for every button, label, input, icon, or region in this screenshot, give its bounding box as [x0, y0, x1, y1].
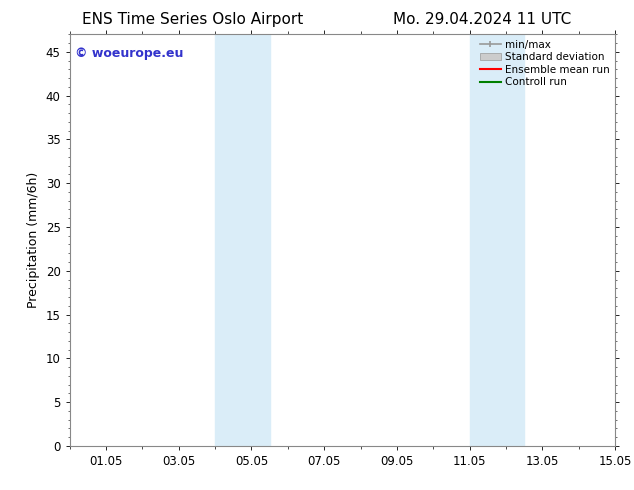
Text: © woeurope.eu: © woeurope.eu — [75, 47, 184, 60]
Legend: min/max, Standard deviation, Ensemble mean run, Controll run: min/max, Standard deviation, Ensemble me… — [478, 37, 612, 89]
Text: Mo. 29.04.2024 11 UTC: Mo. 29.04.2024 11 UTC — [393, 12, 571, 27]
Y-axis label: Precipitation (mm/6h): Precipitation (mm/6h) — [27, 172, 41, 308]
Bar — [470, 34, 524, 446]
Bar — [215, 34, 269, 446]
Text: ENS Time Series Oslo Airport: ENS Time Series Oslo Airport — [82, 12, 304, 27]
